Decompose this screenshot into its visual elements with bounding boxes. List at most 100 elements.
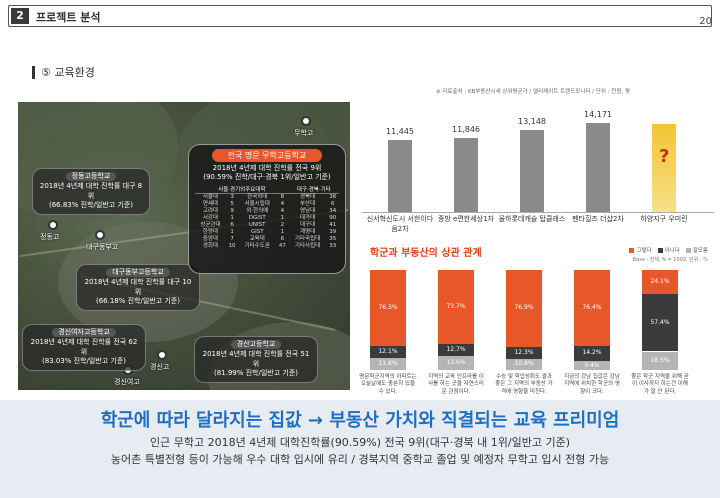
table-row: 중앙대 7 교육대 6 기타국립대 35 [195,236,339,243]
subsection-title: ⑤ 교육환경 [32,64,95,80]
table-cell: DGIST [248,215,266,222]
legend-item: 잘모름 [685,246,708,254]
table-cell: 9 [230,208,234,215]
school-pin-icon[interactable] [48,220,58,230]
table-cell: 8 [280,194,285,201]
school-label-daegudongbu: 대구동부고등학교 2018년 4년제 대학 진학률 대구 10위 (66.18%… [76,264,200,311]
table-cell: 연세대 [202,201,218,208]
bar-segment: 12.1% [370,346,406,359]
table-cell: 7 [230,236,234,243]
section-header: 2 프로젝트 분석 [8,5,712,27]
stacked-bar: 76.4% 14.2% 9.4% [574,270,610,370]
school-pin-icon[interactable] [157,350,167,360]
table-cell: 1 [230,229,234,236]
table-cell: 90 [329,215,337,222]
table-cell: 5 [230,201,234,208]
table-cell: 6 [330,201,335,208]
bar-caption: 명문학군지역의 아파트는 오늘날에도 충분히 있을 수 있다. [359,374,417,395]
section-title: 프로젝트 분석 [36,11,101,24]
school-stat: 2018년 4년제 대학 진학률 대구 8위 [39,182,143,200]
school-label-gyeongsinyeo: 경신여자고등학교 2018년 4년제 대학 진학률 전국 62위 (83.03%… [22,324,146,371]
price-value-label: 11,846 [452,124,480,134]
price-category-label: 하양지구 우미린 [640,215,688,223]
price-bar [454,137,478,212]
stacked-bar: 76.9% 12.3% 10.8% [506,270,542,370]
school-label-gyeongsin: 경산고등학교 2018년 4년제 대학 진학률 전국 51위 (81.99% 진… [194,336,318,383]
school-stat: 2018년 4년제 대학 진학률 전국 62위 [30,338,138,356]
table-cell: 부산대 [299,201,316,208]
table-cell: 기타사립대 [294,243,321,250]
table-cell: 고려대 [202,208,218,215]
table-cell: 중앙대 [202,236,218,243]
table-cell: 1 [280,229,285,236]
price-bar-unknown [652,124,676,212]
school-stat: 2018년 4년제 대학 진학률 전국 51위 [202,350,310,368]
bar-segment: 12.7% [438,343,474,357]
table-cell: 한양대 [202,229,218,236]
school-name: 정동고등학교 [65,172,117,182]
bar-segment: 18.5% [642,351,678,370]
bar-segment: 12.3% [506,346,542,360]
data-source: ※ 자료출처 : KB부동산시세 상위평균가 / 엘리케이트 트렌드모니터 / … [436,89,630,95]
table-cell: 1 [280,215,285,222]
bar-segment: 11.6% [370,358,406,370]
table-cell: 교육대 [249,236,265,243]
table-cell: 대구대 [299,222,316,229]
rankbox-line2: (90.59% 진학/대구·경북 1위/일반고 기준) [203,173,331,182]
section-number: 2 [11,8,29,24]
stacked-bar: 76.3% 12.1% 11.6% [370,270,406,370]
price-bar [586,123,610,212]
price-category-label: 신서혁신도시 서한이다음2차 [366,215,434,233]
bar-segment: 76.3% [370,270,406,347]
bar-caption: 수능 및 학업성취도 결과 좋은 그 지역의 부동산 가격에 영향을 미친다. [495,374,553,395]
summary-banner: 학군에 따라 달라지는 집값 → 부동산 가치와 직결되는 교육 프리미엄 인근… [0,400,720,498]
table-cell: 경희대 [202,243,218,250]
school-pin-icon[interactable] [301,116,311,126]
bar-segment: 73.7% [438,270,474,344]
chart-legend: 그렇다 아니다 잘모름 [629,246,708,254]
school-stat: 2018년 4년제 대학 진학률 대구 10위 [84,278,192,296]
bar-segment: 9.4% [574,360,610,370]
unknown-value-label: ? [659,146,670,167]
table-row: 연세대 5 서울시립대 4 부산대 6 [195,201,339,208]
table-cell: 경북대 [299,194,316,201]
table-header: 서울·경기외주요대학 [195,185,289,195]
price-value-label: 11,445 [386,127,414,137]
table-cell: 6 [230,222,234,229]
banner-headline: 학군에 따라 달라지는 집값 → 부동산 가치와 직결되는 교육 프리미엄 [100,410,620,431]
table-cell: 2 [280,222,285,229]
subsection-label: ⑤ 교육환경 [41,66,95,79]
table-cell: 기타국립대 [294,236,321,243]
table-cell: 기타수도권 [244,243,270,250]
table-cell: 39 [329,229,337,236]
table-cell: 4 [280,208,285,215]
table-cell: 41 [329,222,337,229]
bar-caption: 좋은 학군 지역을 위해 굳이 이사까지 하는건 이해가 잘 안 된다. [631,374,689,395]
school-stat-sub: (83.03% 진학/일반고 기준) [41,357,127,366]
bar-segment: 76.9% [506,270,542,347]
bar-segment: 76.4% [574,270,610,347]
table-row: 고려대 9 외·한의예 4 영남대 34 [195,208,339,215]
table-cell: 1 [230,215,234,222]
school-pin-icon[interactable] [95,230,105,240]
table-header: 대구·경북·기타 [288,185,339,195]
table-cell: 영남대 [299,208,316,215]
table-cell: 47 [278,243,286,250]
bar-segment: 24.1% [642,270,678,295]
banner-line2: 농어촌 특별전형 등이 가능해 우수 대학 입시에 유리 / 경북지역 중학교 … [110,453,610,466]
rankbox-line1: 2018년 4년제 대학 진학률 전국 9위 [212,164,322,172]
table-cell: UNIST [248,222,266,229]
bar-segment: 14.2% [574,346,610,361]
table-cell: 서울시립대 [244,201,270,208]
bar-caption: 지역의 교육 인프라를 이사를 하는 곳을 자연스러운 관점이다. [428,374,484,395]
price-category-label: 펜타힐즈 더샵2차 [572,215,624,223]
table-row: 서강대 1 DGIST 1 대가대 90 [195,215,339,222]
price-bar [388,140,412,212]
school-stat-sub: (81.99% 진학/일반고 기준) [213,369,299,378]
pin-label: 무학고 [294,129,314,137]
school-stat-sub: (66.18% 진학/일반고 기준) [95,297,181,306]
price-value-label: 14,171 [584,110,612,120]
price-bar-chart: 11,445 신서혁신도시 서한이다음2차 11,846 중방 e편한세상1차 13,1… [362,96,714,236]
x-axis-line [362,212,714,213]
correlation-title: 학군과 부동산의 상관 관계 [370,248,482,259]
